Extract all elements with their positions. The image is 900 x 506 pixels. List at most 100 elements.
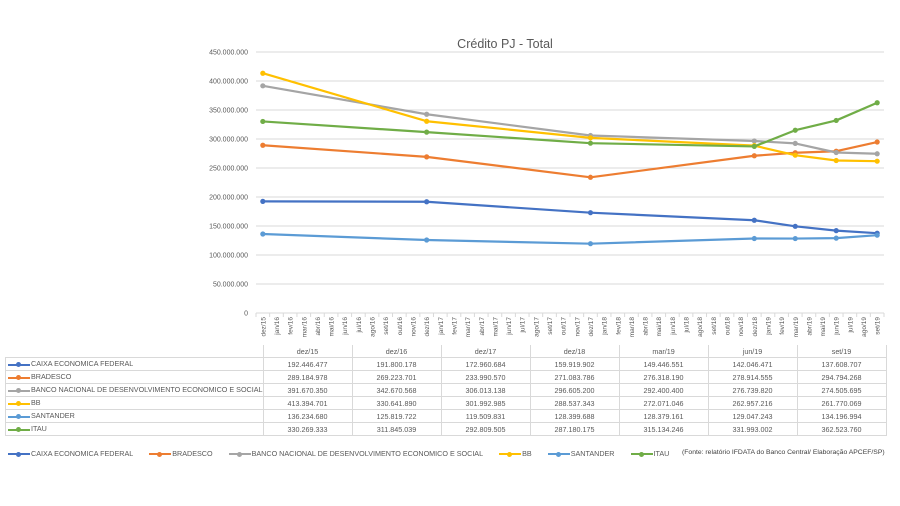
x-tick-label: set/18 xyxy=(711,317,718,335)
x-tick-label: fev/16 xyxy=(288,317,295,335)
column-header: mar/19 xyxy=(618,345,709,358)
x-tick-label: jun/19 xyxy=(834,317,841,336)
table-cell: 119.509.831 xyxy=(440,409,531,423)
y-axis-ticks: 0 50.000.000 100.000.000 150.000.000 200.000… xyxy=(209,50,248,318)
data-point xyxy=(874,100,880,106)
legend-item: BB xyxy=(499,449,532,458)
x-tick-label: mai/17 xyxy=(492,317,499,337)
legend-item: SANTANDER xyxy=(547,449,615,458)
table-cell: 125.819.722 xyxy=(351,409,442,423)
series-bb xyxy=(260,70,880,164)
data-point xyxy=(587,135,594,141)
legend-key-icon xyxy=(8,413,30,421)
row-label: BRADESCO xyxy=(5,370,264,384)
column-header: dez/18 xyxy=(529,345,620,358)
table-cell: 269.223.701 xyxy=(351,370,442,384)
x-tick-label: set/19 xyxy=(875,317,882,335)
series-bradesco xyxy=(260,139,880,180)
legend-item: ITAU xyxy=(630,449,670,458)
series-line xyxy=(262,200,878,235)
data-point xyxy=(260,83,266,89)
table-cell: 276.318.190 xyxy=(618,370,709,384)
gridlines xyxy=(256,51,884,285)
data-point xyxy=(792,140,798,147)
chart-area: Crédito PJ - Total 0 50.000.000 100.000.00… xyxy=(209,37,885,338)
x-tick-label: mar/19 xyxy=(793,317,800,338)
legend: CAIXA ECONOMICA FEDERAL BRADESCO BANCO NAC… xyxy=(8,449,685,458)
column-header: dez/16 xyxy=(351,345,442,358)
x-tick-label: jun/17 xyxy=(506,317,513,336)
legend-label: SANTANDER xyxy=(570,449,615,458)
series-line xyxy=(262,232,878,245)
data-point xyxy=(424,118,430,124)
legend-label: ITAU xyxy=(653,449,670,458)
legend-key-icon xyxy=(547,450,570,458)
legend-item: BANCO NACIONAL DE DESENVOLVIMENTO ECONOM… xyxy=(228,449,483,458)
table-cell: 391.670.350 xyxy=(262,383,353,397)
series-santander xyxy=(260,231,880,247)
x-tick-label: fev/18 xyxy=(615,317,622,335)
table-cell: 292.809.505 xyxy=(440,422,531,436)
y-tick-label: 250.000.000 xyxy=(209,166,248,173)
legend-item: BRADESCO xyxy=(149,449,213,458)
x-tick-label: mai/18 xyxy=(656,317,663,337)
data-point xyxy=(587,174,594,180)
table-cell: 272.071.046 xyxy=(618,396,709,410)
data-point xyxy=(833,149,839,156)
legend-label: BB xyxy=(522,449,532,458)
x-tick-label: nov/18 xyxy=(738,317,745,337)
y-tick-label: 150.000.000 xyxy=(209,224,248,231)
table-cell: 172.960.684 xyxy=(440,357,531,371)
data-point xyxy=(751,235,757,242)
data-point xyxy=(260,231,266,237)
table-cell: 276.739.820 xyxy=(707,383,798,397)
table-cell: 330.641.890 xyxy=(351,396,442,410)
data-point xyxy=(874,232,880,238)
y-tick-label: 350.000.000 xyxy=(209,108,248,115)
data-point xyxy=(833,228,839,234)
row-label-text: BANCO NACIONAL DE DESENVOLVIMENTO ECONOM… xyxy=(31,385,263,395)
x-axis: dez/15 jan/16 fev/16 mar/16 abr/16 mai/16 jun/… xyxy=(255,312,885,338)
series-lines xyxy=(260,70,880,247)
data-point xyxy=(424,199,430,205)
table-cell: 134.196.994 xyxy=(796,409,887,423)
table-cell: 137.608.707 xyxy=(796,357,887,371)
row-label: ITAU xyxy=(5,422,264,436)
x-tick-label: abr/18 xyxy=(643,317,650,336)
legend-key-icon xyxy=(228,450,251,458)
table-cell: 192.446.477 xyxy=(262,357,353,371)
x-tick-label: out/17 xyxy=(561,317,568,335)
x-tick-label: ago/16 xyxy=(370,317,377,337)
table-cell: 331.993.002 xyxy=(707,422,798,436)
x-tick-label: mar/18 xyxy=(629,317,636,338)
y-tick-label: 0 xyxy=(244,311,248,318)
data-point xyxy=(587,140,594,146)
data-point xyxy=(260,118,266,125)
row-label-text: CAIXA ECONOMICA FEDERAL xyxy=(31,359,134,369)
data-point xyxy=(260,198,266,204)
data-point xyxy=(260,70,266,76)
legend-key-icon xyxy=(8,426,30,434)
y-tick-label: 450.000.000 xyxy=(209,50,248,57)
table-row: CAIXA ECONOMICA FEDERAL 192.446.477 191.80… xyxy=(5,357,887,371)
table-cell: 159.919.902 xyxy=(529,357,620,371)
x-tick-label: dez/16 xyxy=(424,317,431,337)
legend-key-icon xyxy=(8,450,30,458)
table-row: SANTANDER 136.234.680 125.819.722 119.509.8… xyxy=(5,409,887,423)
x-tick-label: jan/18 xyxy=(602,317,609,336)
x-tick-label: jan/17 xyxy=(438,317,445,336)
y-tick-label: 100.000.000 xyxy=(209,253,248,260)
row-label-text: BRADESCO xyxy=(31,372,72,382)
y-tick-label: 200.000.000 xyxy=(209,195,248,202)
table-cell: 287.180.175 xyxy=(529,422,620,436)
series-line xyxy=(262,84,878,155)
x-tick-label: dez/18 xyxy=(752,317,759,337)
row-label: BB xyxy=(5,396,264,410)
row-label-text: SANTANDER xyxy=(31,411,75,421)
data-table: dez/15 dez/16 dez/17 dez/18 mar/19 jun/19 set/… xyxy=(5,345,887,436)
data-point xyxy=(874,139,880,145)
series-line xyxy=(262,140,878,179)
legend-key-icon xyxy=(499,450,522,458)
x-tick-label: abr/16 xyxy=(315,317,322,336)
table-cell: 128.399.688 xyxy=(529,409,620,423)
